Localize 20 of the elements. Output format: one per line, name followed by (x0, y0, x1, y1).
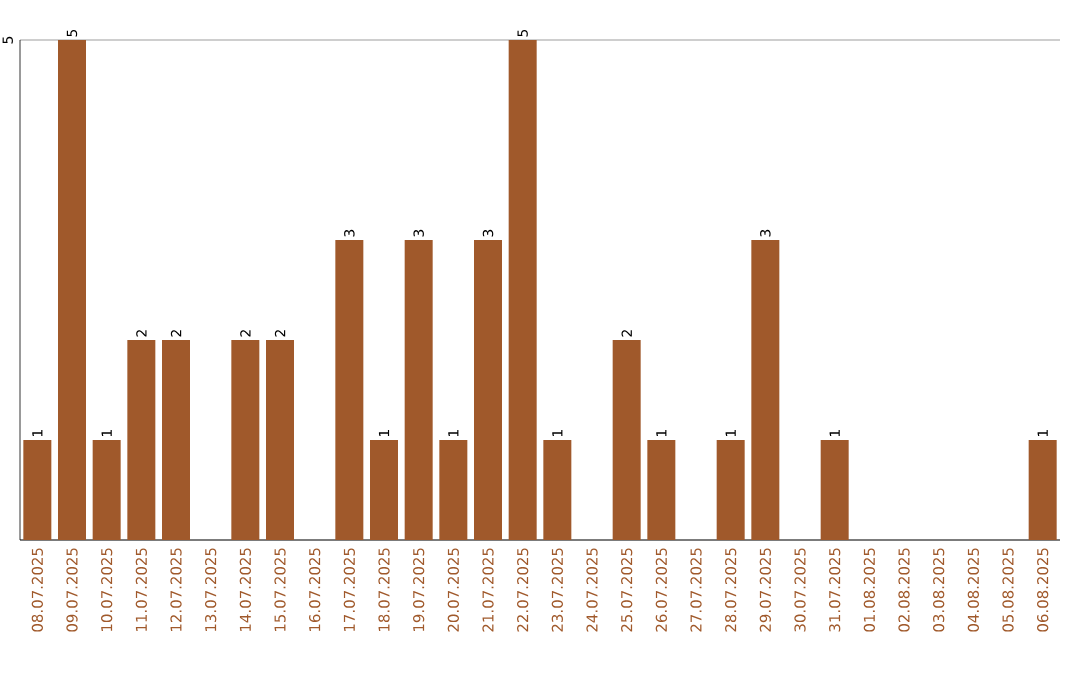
bar (820, 440, 849, 540)
bar (439, 440, 468, 540)
bar (127, 340, 156, 540)
bar (1028, 440, 1057, 540)
bar (266, 340, 294, 540)
bar (335, 240, 364, 540)
bar (370, 440, 398, 540)
bar (404, 240, 433, 540)
bar (58, 40, 86, 540)
bar (23, 440, 52, 540)
bar (751, 240, 780, 540)
bar (647, 440, 676, 540)
bar (716, 440, 745, 540)
bar (612, 340, 641, 540)
bar (543, 440, 572, 540)
bar (508, 40, 537, 540)
bar (474, 240, 502, 540)
bar (231, 340, 260, 540)
bar (92, 440, 121, 540)
bar (162, 340, 190, 540)
